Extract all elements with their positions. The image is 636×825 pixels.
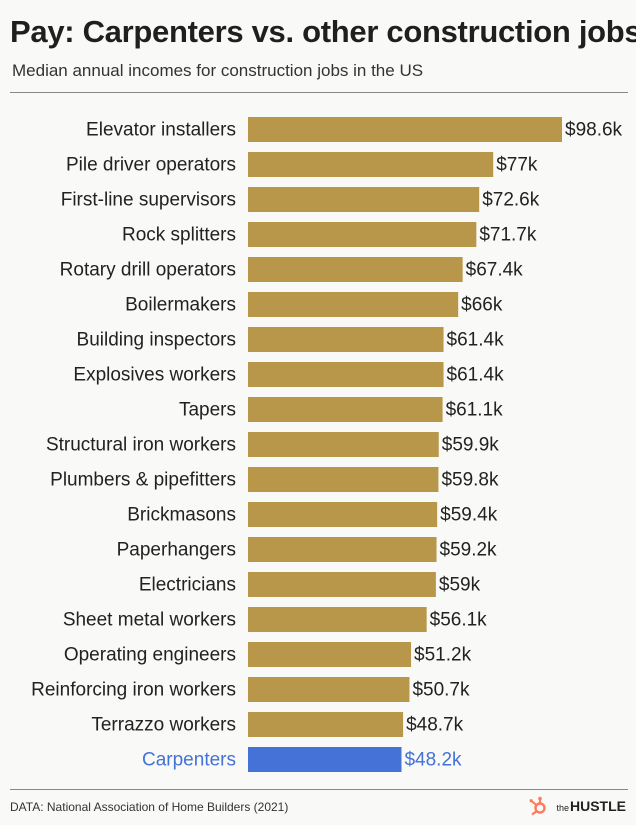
bar	[248, 432, 439, 457]
category-label: Sheet metal workers	[63, 610, 236, 631]
value-label: $59.9k	[442, 435, 500, 456]
bar	[248, 502, 438, 527]
value-label: $72.6k	[482, 190, 540, 211]
value-label: $61.4k	[447, 330, 505, 351]
bar	[248, 187, 480, 212]
value-label: $50.7k	[412, 680, 470, 701]
value-label: $61.1k	[446, 400, 504, 421]
hubspot-sprocket-icon	[530, 796, 547, 816]
value-label: $98.6k	[565, 120, 623, 141]
bar	[248, 572, 436, 597]
category-label: Pile driver operators	[66, 155, 236, 176]
category-label: Building inspectors	[77, 330, 236, 351]
bar	[248, 642, 412, 667]
value-label: $77k	[496, 155, 538, 176]
bar	[248, 257, 463, 282]
brand-name: theHUSTLE	[556, 798, 626, 814]
bar	[248, 117, 562, 142]
category-label: Brickmasons	[127, 505, 236, 526]
category-label: Carpenters	[142, 750, 236, 771]
category-label: Reinforcing iron workers	[31, 680, 236, 701]
category-label: Explosives workers	[73, 365, 236, 386]
value-label: $59k	[439, 575, 481, 596]
bar	[248, 712, 404, 737]
bar	[248, 467, 439, 492]
bar	[248, 607, 427, 632]
category-label: Rotary drill operators	[60, 260, 236, 281]
category-label: Operating engineers	[64, 645, 236, 666]
value-label: $51.2k	[414, 645, 472, 666]
category-label: Elevator installers	[86, 120, 236, 141]
category-label: Paperhangers	[117, 540, 236, 561]
value-label: $71.7k	[479, 225, 537, 246]
category-label: Boilermakers	[125, 295, 236, 316]
value-label: $59.8k	[441, 470, 499, 491]
top-divider	[10, 92, 628, 93]
brand-logo: theHUSTLE	[528, 796, 626, 816]
category-label: Rock splitters	[122, 225, 236, 246]
bar	[248, 327, 444, 352]
bar	[248, 677, 410, 702]
bar	[248, 222, 477, 247]
value-label: $48.7k	[406, 715, 464, 736]
brand-prefix: the	[556, 803, 569, 813]
category-label: Tapers	[179, 400, 236, 421]
source-note: DATA: National Association of Home Build…	[10, 800, 289, 814]
bar	[248, 397, 443, 422]
bar	[248, 152, 494, 177]
chart-subtitle: Median annual incomes for construction j…	[12, 61, 424, 80]
value-label: $48.2k	[404, 750, 462, 771]
brand-wordmark: HUSTLE	[570, 798, 626, 814]
value-label: $67.4k	[466, 260, 524, 281]
value-label: $59.4k	[440, 505, 498, 526]
bar	[248, 747, 402, 772]
value-label: $56.1k	[430, 610, 488, 631]
category-label: Plumbers & pipefitters	[50, 470, 236, 491]
category-label: Terrazzo workers	[91, 715, 236, 736]
category-label: Electricians	[139, 575, 236, 596]
bar	[248, 362, 444, 387]
category-label: First-line supervisors	[61, 190, 236, 211]
value-label: $59.2k	[440, 540, 498, 561]
bar	[248, 292, 459, 317]
value-label: $66k	[461, 295, 503, 316]
value-label: $61.4k	[447, 365, 505, 386]
category-label: Structural iron workers	[46, 435, 236, 456]
bar	[248, 537, 437, 562]
bottom-divider	[10, 789, 628, 790]
chart-title: Pay: Carpenters vs. other construction j…	[10, 14, 636, 49]
